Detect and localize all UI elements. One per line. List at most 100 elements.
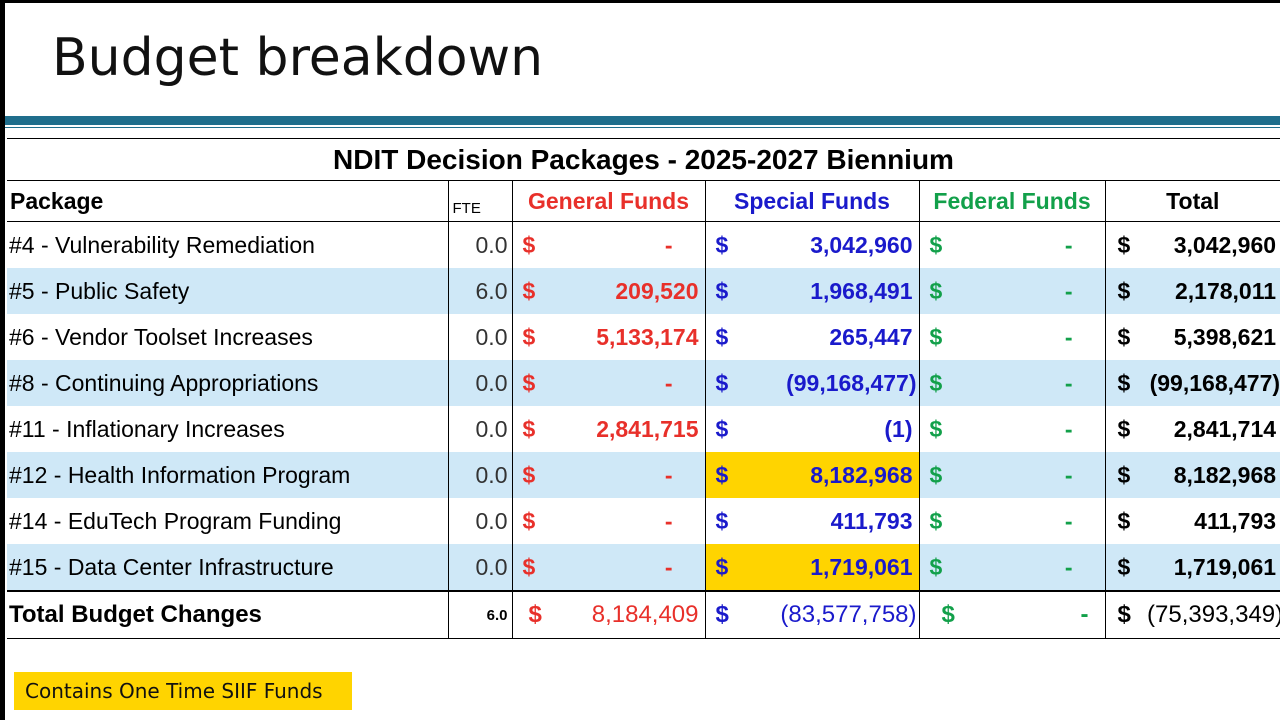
special-amount: (99,168,477) (747, 360, 920, 406)
package-name: #11 - Inflationary Increases (9, 415, 285, 442)
federal-amount: - (1064, 507, 1073, 534)
total-amount: 2,841,714 (1173, 415, 1277, 442)
grand-total-amount: (75,393,349) (1147, 590, 1280, 639)
special-dollar-sign: $ (704, 590, 748, 639)
special-amount: 8,182,968 (747, 452, 920, 498)
total-dollar-sign: $ (1104, 406, 1148, 452)
federal-amount: - (1064, 231, 1073, 258)
total-amount: (99,168,477) (1147, 360, 1280, 406)
slide-title: Budget breakdown (52, 28, 544, 88)
federal-amount: - (961, 360, 1106, 406)
general-dollar-sign: $ (511, 590, 558, 639)
federal-dollar-sign: $ (918, 590, 962, 639)
slide-left-border (0, 0, 5, 720)
federal-dollar-sign: $ (918, 544, 962, 591)
federal-amount: - (961, 452, 1106, 498)
special-dollar-sign: $ (704, 221, 748, 268)
fte-value: 0.0 (447, 452, 512, 498)
table-row: #6 - Vendor Toolset Increases 0.0 $5,133,1… (7, 314, 1280, 360)
header-fte: FTE (447, 180, 512, 222)
package-name: #8 - Continuing Appropriations (7, 360, 448, 406)
special-dollar-sign: $ (704, 406, 748, 452)
special-amount: 1,719,061 (747, 544, 920, 591)
fte-value: 0.0 (447, 314, 512, 360)
fte-value: 0.0 (447, 406, 512, 452)
total-dollar-sign: $ (1104, 590, 1148, 639)
fte-value: 6.0 (447, 268, 512, 314)
general-dollar-sign: $ (511, 498, 558, 544)
special-dollar-sign: $ (704, 544, 748, 591)
total-dollar-sign: $ (1104, 314, 1148, 360)
total-label: Total Budget Changes (7, 590, 448, 639)
package-name: #12 - Health Information Program (7, 452, 448, 498)
general-dollar-sign: $ (511, 452, 558, 498)
table-row: #11 - Inflationary Increases 0.0 $2,841,71… (7, 406, 1280, 452)
table-row: #8 - Continuing Appropriations 0.0 $ - $ (99,… (7, 360, 1280, 406)
total-dollar-sign: $ (1104, 221, 1148, 268)
federal-dollar-sign: $ (918, 268, 962, 314)
table-row: #5 - Public Safety 6.0 $209,520 $1,968,491 $… (7, 268, 1280, 314)
general-amount: 209,520 (558, 268, 706, 314)
total-amount: 3,042,960 (1173, 231, 1277, 258)
general-dollar-sign: $ (511, 314, 558, 360)
special-dollar-sign: $ (704, 498, 748, 544)
general-dollar-sign: $ (511, 360, 558, 406)
fte-value: 0.0 (447, 221, 512, 268)
special-amount: 265,447 (829, 323, 913, 350)
general-dollar-sign: $ (511, 406, 558, 452)
fte-value: 0.0 (447, 544, 512, 591)
special-amount: 411,793 (830, 507, 913, 534)
header-special-funds: Special Funds (704, 180, 920, 222)
total-dollar-sign: $ (1104, 452, 1148, 498)
special-dollar-sign: $ (704, 314, 748, 360)
package-name: #4 - Vulnerability Remediation (9, 231, 315, 258)
budget-table-container: NDIT Decision Packages - 2025-2027 Bienn… (7, 138, 1280, 639)
total-amount: 1,719,061 (1147, 544, 1280, 591)
general-amount: 2,841,715 (596, 415, 699, 442)
budget-table: Package FTE General Funds Special Funds … (7, 180, 1280, 639)
total-amount: 8,182,968 (1147, 452, 1280, 498)
special-dollar-sign: $ (704, 268, 748, 314)
federal-dollar-sign: $ (918, 360, 962, 406)
special-dollar-sign: $ (704, 452, 748, 498)
table-row: #15 - Data Center Infrastructure 0.0 $ - $1,… (7, 544, 1280, 591)
total-general-amount: 8,184,409 (558, 590, 706, 639)
total-amount: 5,398,621 (1173, 323, 1277, 350)
header-package: Package (7, 180, 448, 222)
total-amount: 411,793 (1194, 507, 1277, 534)
total-special-amount: (83,577,758) (747, 590, 920, 639)
package-name: #14 - EduTech Program Funding (9, 507, 342, 534)
package-name: #5 - Public Safety (7, 268, 448, 314)
general-dollar-sign: $ (511, 268, 558, 314)
fte-value: 0.0 (447, 498, 512, 544)
total-dollar-sign: $ (1104, 544, 1148, 591)
federal-dollar-sign: $ (918, 314, 962, 360)
package-name: #15 - Data Center Infrastructure (7, 544, 448, 591)
general-dollar-sign: $ (511, 221, 558, 268)
total-fte-value: 6.0 (447, 590, 512, 639)
general-amount: - (664, 231, 673, 258)
package-name: #6 - Vendor Toolset Increases (9, 323, 313, 350)
header-federal-funds: Federal Funds (918, 180, 1106, 222)
federal-dollar-sign: $ (918, 406, 962, 452)
table-body: #4 - Vulnerability Remediation 0.0 $ - $3,04… (7, 221, 1280, 639)
table-header-row: Package FTE General Funds Special Funds … (7, 180, 1280, 222)
general-amount: - (558, 544, 706, 591)
total-dollar-sign: $ (1104, 268, 1148, 314)
table-title: NDIT Decision Packages - 2025-2027 Bienn… (7, 138, 1280, 180)
total-dollar-sign: $ (1104, 360, 1148, 406)
special-amount: 1,968,491 (747, 268, 920, 314)
federal-amount: - (1064, 415, 1073, 442)
special-amount: (1) (884, 415, 913, 442)
total-federal-amount: - (961, 590, 1106, 639)
special-dollar-sign: $ (704, 360, 748, 406)
header-total: Total (1104, 180, 1280, 222)
total-dollar-sign: $ (1104, 498, 1148, 544)
federal-dollar-sign: $ (918, 452, 962, 498)
table-row: #12 - Health Information Program 0.0 $ - $8,… (7, 452, 1280, 498)
header-general-funds: General Funds (511, 180, 706, 222)
general-amount: 5,133,174 (596, 323, 699, 350)
table-row: #4 - Vulnerability Remediation 0.0 $ - $3,04… (7, 221, 1280, 268)
general-amount: - (664, 507, 673, 534)
general-amount: - (558, 360, 706, 406)
